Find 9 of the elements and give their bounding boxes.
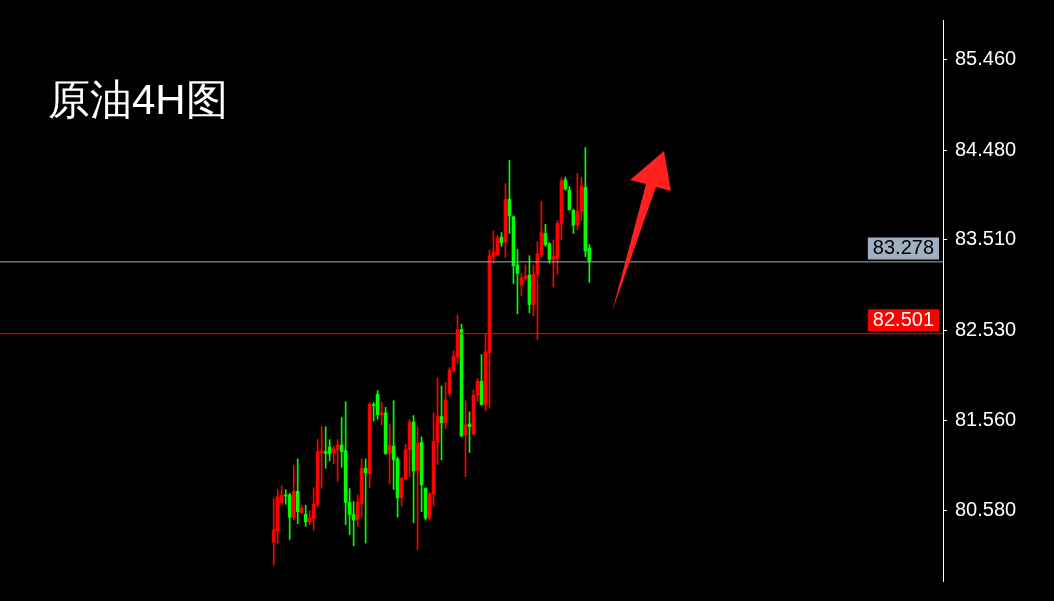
y-tick-label: 85.460 (955, 47, 1017, 70)
y-tick-label: 80.580 (955, 498, 1017, 521)
y-tick-label: 82.530 (955, 318, 1017, 341)
ref-line-label: 83.278 (872, 235, 934, 258)
y-tick-label: 84.480 (955, 137, 1017, 160)
y-tick-label: 81.560 (955, 407, 1017, 430)
y-tick-label: 83.510 (955, 227, 1017, 250)
text: 原油4H图 (48, 75, 228, 125)
ref-line-label: 82.501 (872, 307, 934, 330)
